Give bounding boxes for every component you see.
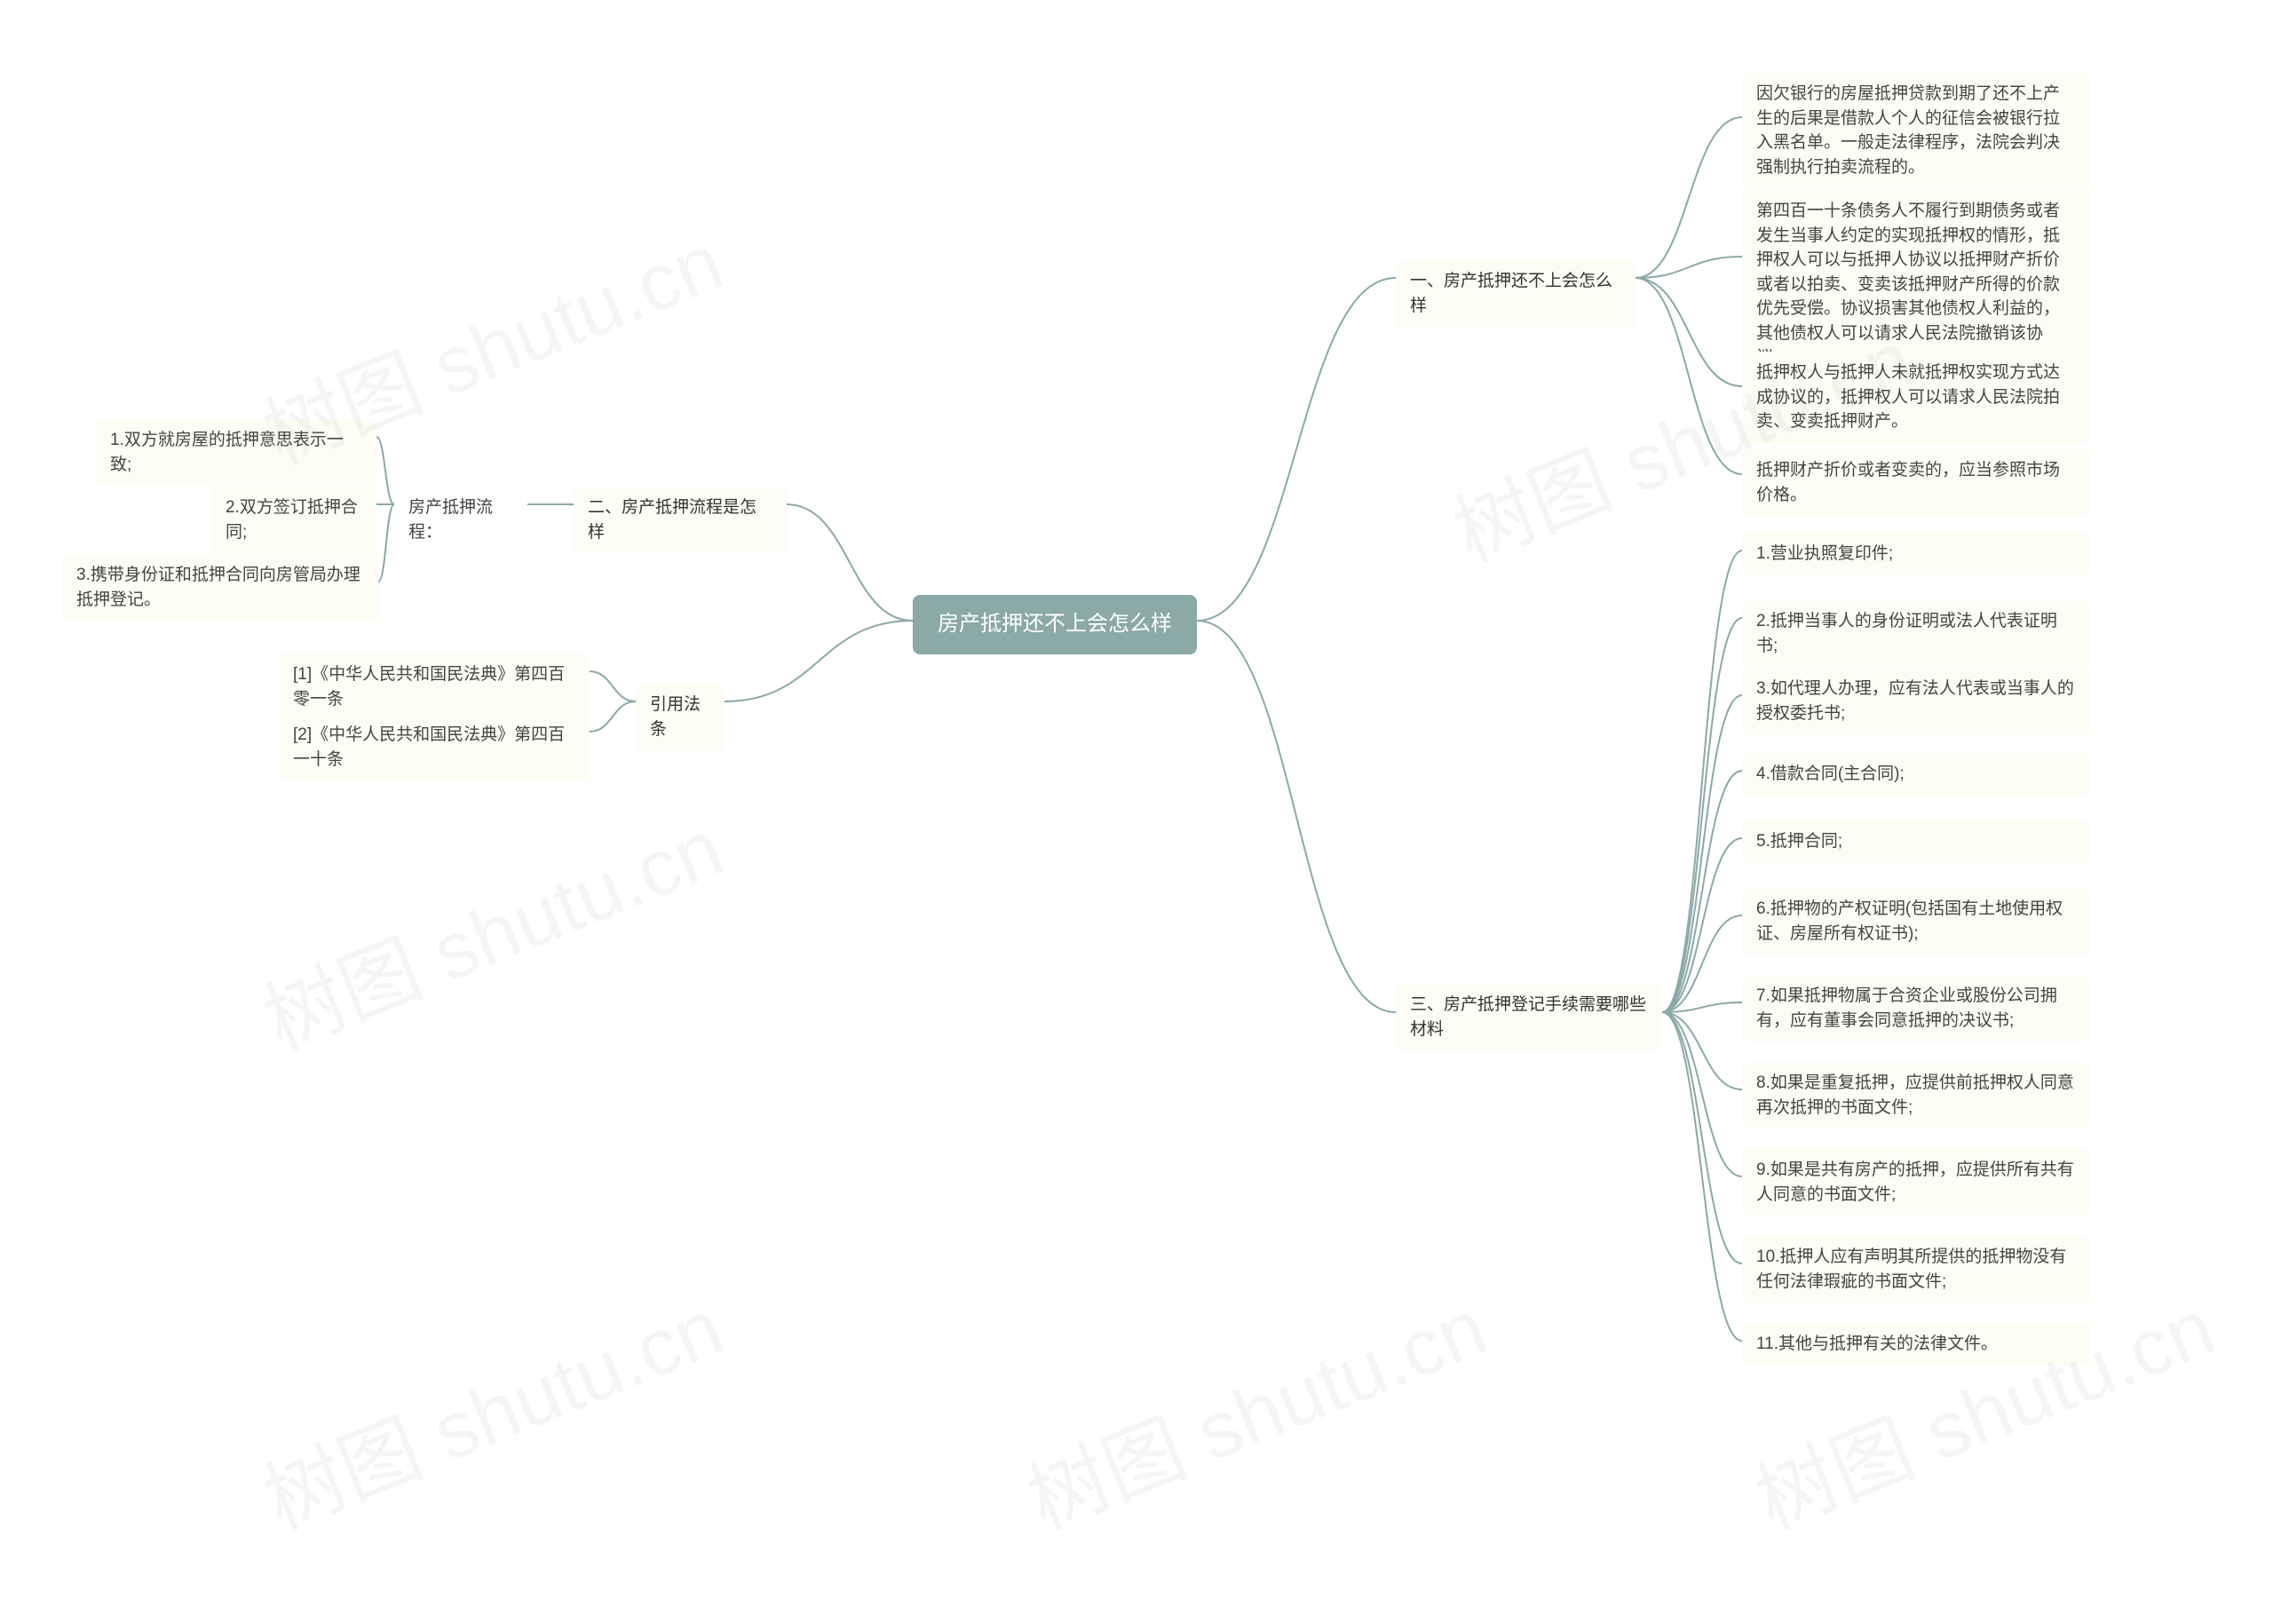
watermark-text: 树图 shutu.cn [245,1264,737,1552]
leaf-r1c2: 第四百一十条债务人不履行到期债务或者发生当事人约定的实现抵押权的情形，抵押权人可… [1742,190,2090,379]
leaf-r2c1: 1.营业执照复印件; [1742,533,2090,575]
watermark-text: 树图 shutu.cn [1009,1264,1501,1552]
node-l1b: 房产抵押流程： [394,487,527,553]
leaf-r2c3: 3.如代理人办理，应有法人代表或当事人的授权委托书; [1742,668,2090,734]
branch-l2: 引用法条 [636,684,725,750]
watermark-text: 树图 shutu.cn [245,784,737,1073]
leaf-r2c7: 7.如果抵押物属于合资企业或股份公司拥有，应有董事会同意抵押的决议书; [1742,975,2090,1042]
branch-r1: 一、房产抵押还不上会怎么样 [1396,260,1635,327]
leaf-r2c8: 8.如果是重复抵押，应提供前抵押权人同意再次抵押的书面文件; [1742,1062,2090,1129]
leaf-l1b1: 1.双方就房屋的抵押意思表示一致; [96,419,376,486]
leaf-r1c3: 抵押权人与抵押人未就抵押权实现方式达成协议的，抵押权人可以请求人民法院拍卖、变卖… [1742,352,2090,443]
leaf-l2c2: [2]《中华人民共和国民法典》第四百一十条 [279,714,590,780]
leaf-l1b2: 2.双方签订抵押合同; [211,487,376,553]
leaf-r2c5: 5.抵押合同; [1742,820,2090,863]
leaf-l1b3: 3.携带身份证和抵押合同向房管局办理抵押登记。 [62,554,378,621]
leaf-r2c6: 6.抵押物的产权证明(包括国有土地使用权证、房屋所有权证书); [1742,888,2090,955]
leaf-r2c11: 11.其他与抵押有关的法律文件。 [1742,1323,2090,1366]
leaf-r2c4: 4.借款合同(主合同); [1742,753,2090,796]
leaf-r2c2: 2.抵押当事人的身份证明或法人代表证明书; [1742,600,2090,667]
branch-r2: 三、房产抵押登记手续需要哪些材料 [1396,984,1662,1050]
leaf-r1c1: 因欠银行的房屋抵押贷款到期了还不上产生的后果是借款人个人的征信会被银行拉入黑名单… [1742,73,2090,188]
root-node: 房产抵押还不上会怎么样 [913,595,1197,654]
leaf-l2c1: [1]《中华人民共和国民法典》第四百零一条 [279,654,590,720]
leaf-r1c4: 抵押财产折价或者变卖的，应当参照市场价格。 [1742,449,2090,516]
leaf-r2c9: 9.如果是共有房产的抵押，应提供所有共有人同意的书面文件; [1742,1149,2090,1216]
branch-l1: 二、房产抵押流程是怎样 [574,487,787,553]
watermark-text: 树图 shutu.cn [1737,1264,2229,1552]
leaf-r2c10: 10.抵押人应有声明其所提供的抵押物没有任何法律瑕疵的书面文件; [1742,1236,2090,1303]
